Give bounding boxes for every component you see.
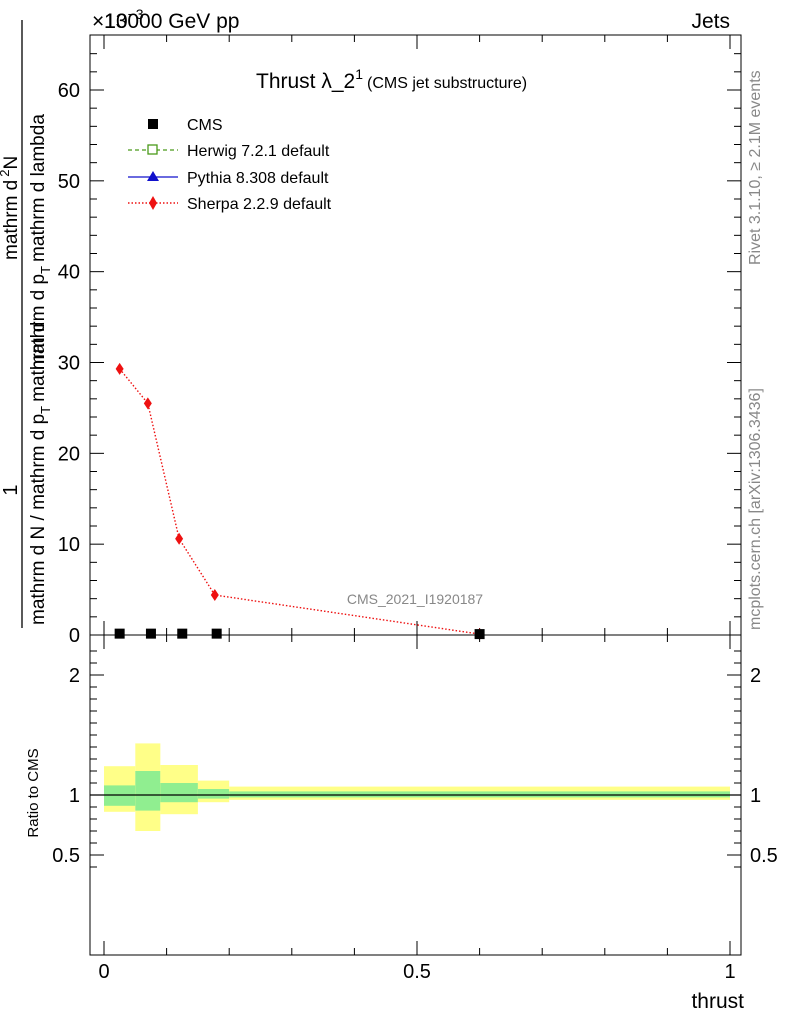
legend-cms-label: CMS <box>187 117 223 134</box>
legend-pythia-marker <box>147 171 159 181</box>
ratio-y-tick-label-right: 2 <box>750 665 761 687</box>
sherpa-point <box>115 362 124 375</box>
sherpa-point <box>210 589 219 602</box>
y-tick-label: 30 <box>58 353 80 375</box>
legend-sherpa-marker <box>149 196 157 210</box>
sherpa-point <box>143 397 152 410</box>
ratio-y-tick-label-left: 1 <box>69 785 80 807</box>
cms-point <box>114 628 125 639</box>
ratio-inner-band <box>160 783 198 803</box>
exponent-label: ×10−3 <box>92 6 144 33</box>
cms-point <box>145 628 156 639</box>
y-tick-label: 60 <box>58 80 80 102</box>
legend-cms-marker <box>148 119 158 129</box>
legend-herwig-marker <box>147 144 158 155</box>
ratio-ticks: 0.5 0.5 1 1 2 2 0 0.5 1 <box>52 635 778 983</box>
y-tick-label: 0 <box>69 625 80 647</box>
header-right: Jets <box>691 10 730 33</box>
ylabel-numer: 1 <box>0 484 22 495</box>
sherpa-point <box>175 532 184 545</box>
cms-point <box>211 628 222 639</box>
ratio-y-tick-label-right: 1 <box>750 785 761 807</box>
legend: CMS Herwig 7.2.1 default Pythia 8.308 de… <box>128 117 332 213</box>
ylabel-denom-1: mathrm d N / mathrm d pTmathrm d <box>28 322 53 625</box>
ratio-ylabel: Ratio to CMS <box>25 748 42 837</box>
y-tick-label: 40 <box>58 262 80 284</box>
legend-pythia-label: Pythia 8.308 default <box>187 170 329 187</box>
header-left: 13000 GeV pp <box>104 10 239 33</box>
mcplots-label: mcplots.cern.ch [arXiv:1306.3436] <box>747 388 764 630</box>
main-ylabel: 1 mathrm d N / mathrm d pTmathrm d mathr… <box>0 20 53 628</box>
legend-herwig-label: Herwig 7.2.1 default <box>187 143 330 160</box>
cms-point <box>474 629 485 640</box>
ratio-y-tick-label-left: 2 <box>69 665 80 687</box>
cms-point <box>177 628 188 639</box>
ratio-y-tick-label-left: 0.5 <box>52 845 80 867</box>
x-tick-label: 1 <box>724 961 735 983</box>
main-series <box>114 362 485 641</box>
ylabel-denom-2: mathrm d pTmathrm d lambda <box>28 114 53 370</box>
ratio-inner-band <box>197 789 230 799</box>
x-axis-label: thrust <box>691 990 744 1013</box>
ratio-bands <box>90 743 741 831</box>
y-tick-label: 20 <box>58 443 80 465</box>
main-ticks: 0 10 20 30 40 50 60 <box>58 35 741 647</box>
legend-sherpa-label: Sherpa 2.2.9 default <box>187 196 332 213</box>
y-tick-label: 50 <box>58 171 80 193</box>
ylabel-numer-2: mathrm d2N <box>0 156 22 260</box>
x-tick-label: 0.5 <box>403 961 431 983</box>
chart-title: Thrust λ_21(CMS jet substructure) <box>256 66 527 93</box>
y-tick-label: 10 <box>58 534 80 556</box>
rivet-label: Rivet 3.1.10, ≥ 2.1M events <box>747 70 764 265</box>
ratio-inner-band <box>135 771 161 811</box>
ratio-y-tick-label-right: 0.5 <box>750 845 778 867</box>
watermark: CMS_2021_I1920187 <box>347 591 483 607</box>
x-tick-label: 0 <box>98 961 109 983</box>
